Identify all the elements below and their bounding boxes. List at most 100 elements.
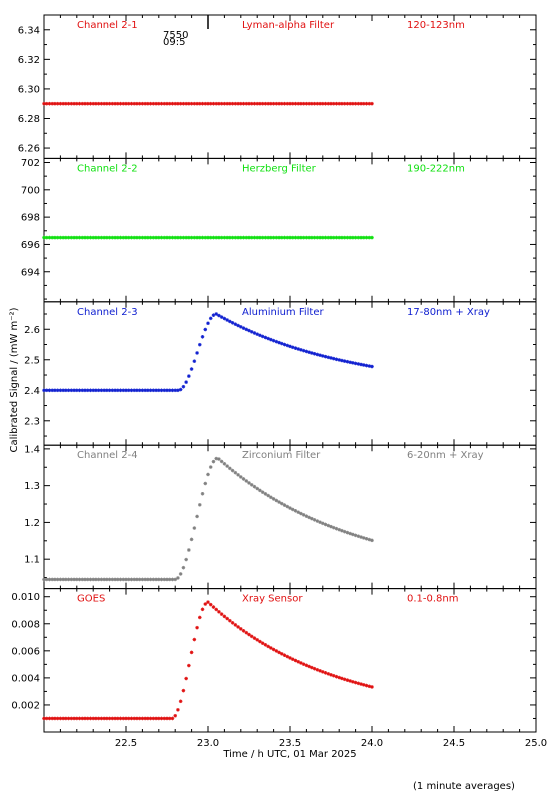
data-point-59 (203, 481, 208, 486)
data-point-85 (274, 649, 279, 653)
data-point-35 (137, 577, 142, 582)
data-point-4 (53, 577, 57, 582)
data-point-75 (247, 101, 251, 106)
data-point-44 (162, 577, 167, 582)
data-point-102 (321, 521, 325, 526)
data-point-101 (318, 520, 322, 524)
data-point-74 (244, 327, 249, 332)
data-point-50 (178, 572, 183, 576)
data-point-79 (258, 639, 262, 644)
data-point-78 (255, 638, 259, 642)
data-point-68 (228, 466, 232, 471)
data-point-94 (299, 101, 303, 106)
data-point-21 (99, 235, 104, 240)
data-point-110 (342, 677, 347, 682)
data-point-58 (200, 607, 205, 612)
data-point-43 (159, 716, 164, 721)
data-point-50 (178, 699, 183, 704)
data-point-59 (203, 327, 208, 332)
y-tick-label-channel-2-4: 1.2 (24, 518, 40, 529)
data-point-116 (359, 682, 363, 686)
data-point-68 (228, 618, 232, 623)
data-point-80 (260, 334, 265, 339)
data-point-60 (206, 600, 210, 604)
data-point-65 (219, 459, 224, 464)
data-point-45 (165, 235, 169, 240)
data-point-88 (282, 653, 287, 658)
data-point-34 (135, 716, 139, 721)
data-point-66 (222, 614, 227, 619)
data-point-119 (367, 537, 372, 542)
data-point-97 (307, 515, 311, 520)
panel-label-channel-2-1-1: Lyman-alpha Filter (242, 20, 335, 31)
data-point-105 (329, 101, 333, 106)
data-point-54 (189, 537, 194, 542)
panel-frame-goes (43, 588, 537, 733)
data-point-92 (293, 346, 298, 350)
data-point-115 (356, 362, 361, 366)
data-point-91 (290, 657, 295, 662)
data-point-104 (326, 355, 331, 360)
data-point-73 (241, 235, 246, 240)
data-point-15 (83, 388, 87, 393)
data-point-93 (296, 235, 300, 240)
data-point-81 (263, 643, 268, 647)
data-point-119 (367, 684, 372, 689)
data-point-120 (370, 101, 374, 106)
data-point-93 (296, 347, 300, 351)
data-point-79 (258, 235, 262, 240)
data-point-57 (198, 342, 202, 347)
data-point-49 (176, 235, 180, 240)
data-point-74 (244, 479, 249, 483)
y-tick-label-goes: 0.004 (11, 673, 40, 684)
data-point-69 (230, 321, 235, 325)
data-point-52 (184, 557, 188, 562)
y-axis-title: Calibrated Signal / (mW m⁻²) (9, 307, 20, 452)
event-annotation-1: 7550 (163, 30, 188, 41)
data-point-55 (192, 637, 197, 642)
data-point-97 (307, 350, 311, 355)
data-point-48 (173, 713, 177, 718)
data-point-18 (91, 388, 95, 393)
data-point-95 (301, 348, 306, 353)
data-point-82 (266, 336, 270, 341)
data-point-63 (214, 235, 218, 240)
data-point-71 (236, 625, 240, 629)
data-point-55 (192, 359, 197, 363)
data-point-27 (116, 577, 120, 582)
panel-label-channel-2-3-0: Channel 2-3 (77, 307, 138, 318)
data-point-88 (282, 101, 287, 106)
y-tick-label-channel-2-1: 6.26 (18, 144, 40, 155)
data-point-27 (116, 235, 120, 240)
data-point-102 (321, 670, 325, 674)
data-point-4 (53, 388, 57, 393)
data-point-94 (299, 661, 303, 665)
data-point-63 (214, 101, 218, 106)
data-point-117 (362, 536, 366, 540)
data-point-120 (370, 364, 374, 369)
data-point-49 (176, 388, 180, 393)
data-point-114 (353, 680, 358, 685)
data-point-113 (351, 361, 355, 365)
y-tick-label-channel-2-4: 1.1 (24, 555, 40, 566)
data-point-26 (113, 388, 117, 393)
data-point-35 (137, 101, 142, 106)
data-point-73 (241, 629, 246, 633)
data-point-58 (200, 334, 205, 339)
panel-frame-channel-2-4 (43, 444, 537, 590)
data-point-120 (370, 685, 374, 689)
data-point-106 (331, 525, 336, 530)
data-point-64 (217, 235, 221, 240)
data-point-1 (44, 235, 49, 240)
data-point-101 (318, 353, 322, 358)
data-point-78 (255, 332, 259, 336)
data-point-47 (170, 716, 175, 721)
data-point-15 (83, 101, 87, 106)
data-point-115 (356, 235, 361, 240)
data-point-53 (187, 548, 191, 552)
data-point-110 (342, 359, 347, 363)
data-point-20 (96, 577, 101, 582)
data-point-95 (301, 513, 306, 517)
data-point-99 (312, 351, 317, 356)
data-point-14 (80, 388, 85, 393)
